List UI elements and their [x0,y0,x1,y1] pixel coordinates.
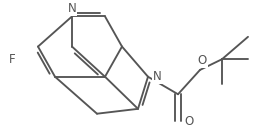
Text: F: F [8,53,15,66]
Text: N: N [153,70,162,83]
Text: O: O [184,115,193,128]
Text: N: N [68,3,76,15]
Text: O: O [197,54,207,67]
